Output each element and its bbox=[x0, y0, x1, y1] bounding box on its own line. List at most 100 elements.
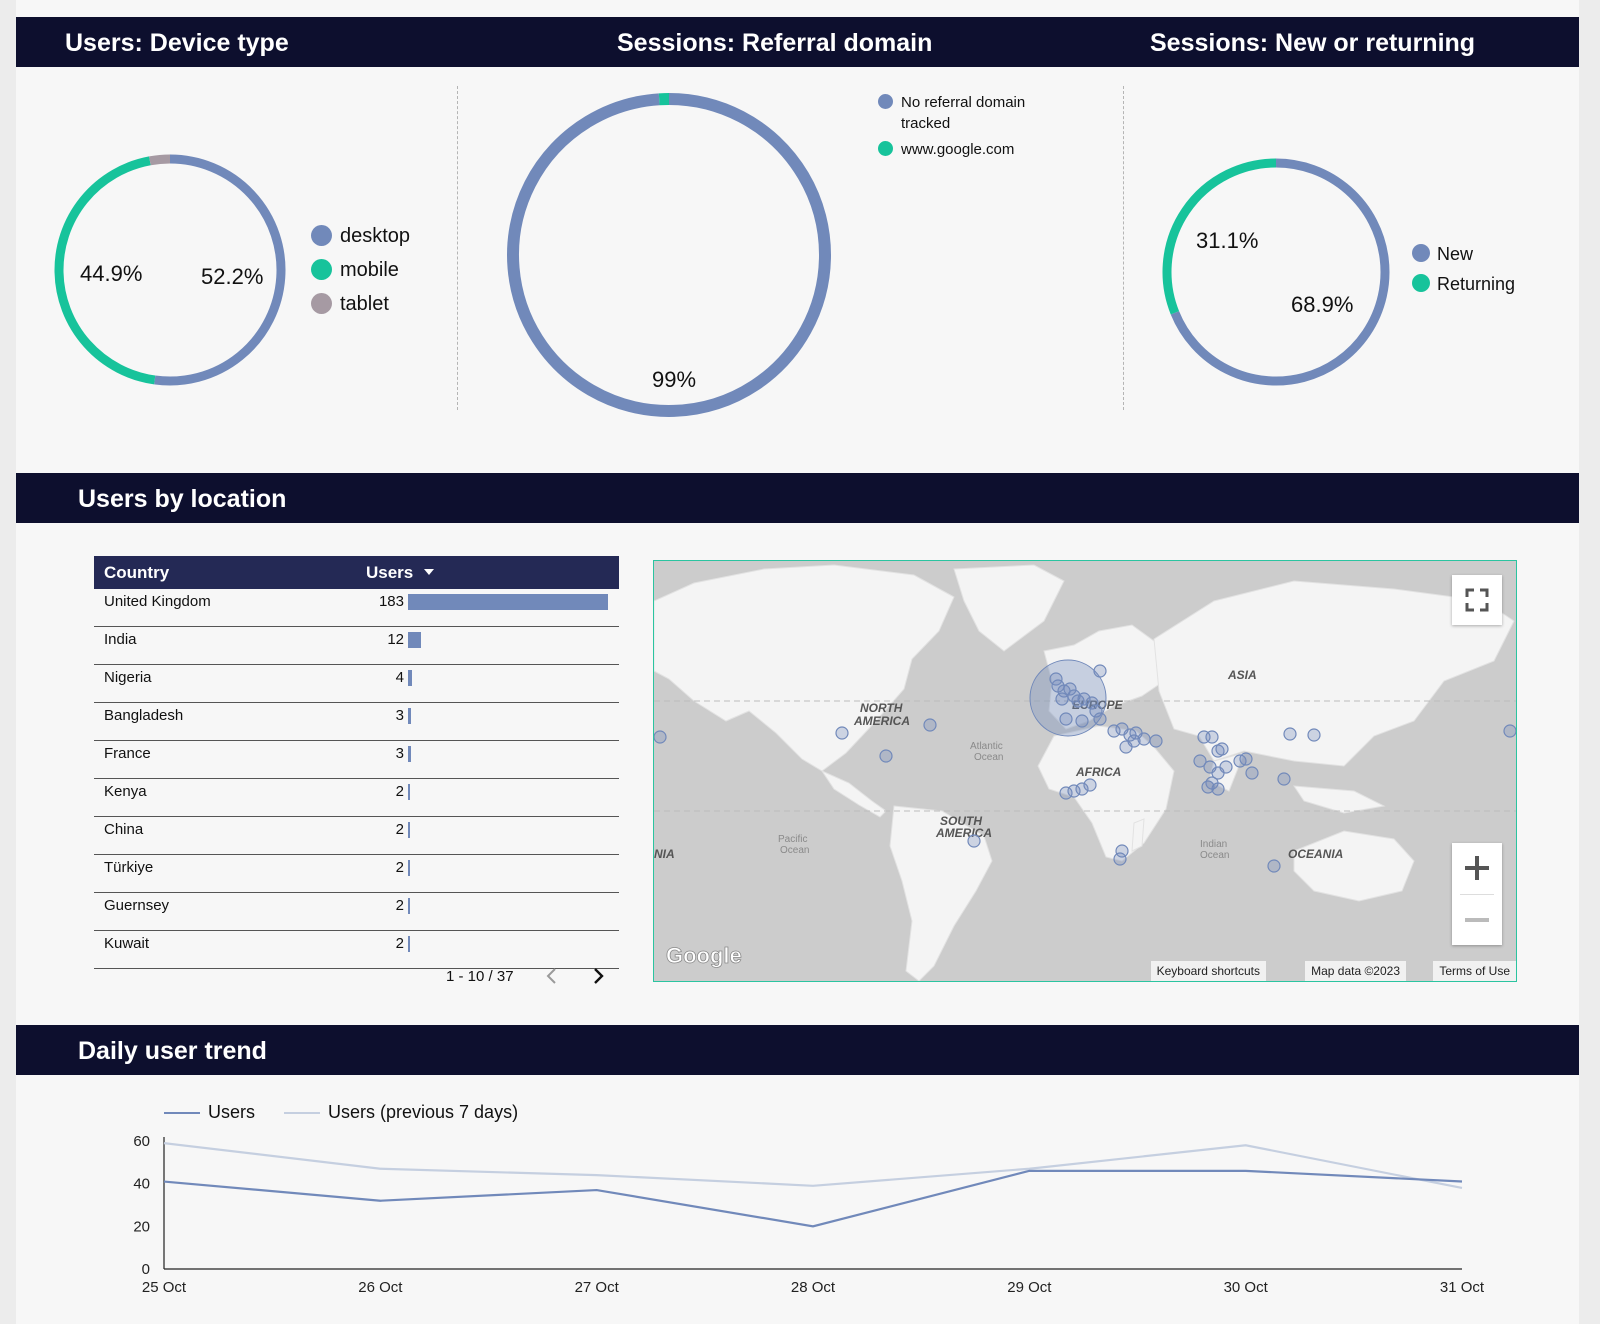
table-row[interactable]: Kenya 2 bbox=[94, 779, 619, 817]
location-marker[interactable] bbox=[1205, 730, 1219, 744]
location-marker[interactable] bbox=[1085, 696, 1099, 710]
mobile-legend-dot bbox=[311, 259, 332, 280]
table-row[interactable]: United Kingdom 183 bbox=[94, 589, 619, 627]
location-marker[interactable] bbox=[1093, 664, 1107, 678]
location-marker[interactable] bbox=[1115, 844, 1129, 858]
donut-slice-desktop[interactable] bbox=[154, 154, 286, 386]
north-america-label-2: AMERICA bbox=[853, 714, 910, 728]
table-row[interactable]: China 2 bbox=[94, 817, 619, 855]
next-page-button[interactable] bbox=[586, 964, 610, 988]
keyboard-shortcuts-link[interactable]: Keyboard shortcuts bbox=[1150, 961, 1266, 981]
legend-label: www.google.com bbox=[901, 141, 1015, 158]
legend-label: Users bbox=[208, 1102, 256, 1122]
new-pct-label: 68.9% bbox=[1291, 292, 1354, 317]
legend-mobile: mobile bbox=[311, 259, 399, 282]
location-marker[interactable] bbox=[1239, 752, 1253, 766]
location-marker[interactable] bbox=[1267, 859, 1281, 873]
landmasses bbox=[654, 564, 1515, 981]
minus-icon bbox=[1465, 918, 1489, 922]
table-row[interactable]: Nigeria 4 bbox=[94, 665, 619, 703]
location-marker[interactable] bbox=[1063, 682, 1077, 696]
desktop-pct-label: 52.2% bbox=[201, 264, 264, 289]
table-row[interactable]: Guernsey 2 bbox=[94, 893, 619, 931]
table-row[interactable]: Türkiye 2 bbox=[94, 855, 619, 893]
location-marker[interactable] bbox=[1089, 704, 1103, 718]
series-line-users-previous-7-days-[interactable] bbox=[163, 1142, 1463, 1190]
location-marker[interactable] bbox=[1059, 712, 1073, 726]
location-marker[interactable] bbox=[1113, 852, 1127, 866]
location-marker[interactable] bbox=[1215, 742, 1229, 756]
donut-slice-tablet[interactable] bbox=[149, 154, 171, 166]
zoom-control bbox=[1452, 843, 1502, 945]
legend-label: mobile bbox=[340, 259, 399, 281]
location-marker[interactable] bbox=[1283, 727, 1297, 741]
location-marker[interactable] bbox=[1211, 782, 1225, 796]
edge-label: NIA bbox=[654, 847, 675, 861]
legend-desktop: desktop bbox=[311, 225, 410, 248]
location-marker[interactable] bbox=[1093, 712, 1107, 726]
location-marker[interactable] bbox=[654, 730, 667, 744]
trend-header-band: Daily user trend bbox=[16, 1025, 1579, 1075]
legend-label: No referral domain tracked bbox=[901, 92, 1025, 134]
pacific-ocean-label: Pacific bbox=[778, 834, 807, 845]
location-marker[interactable] bbox=[1075, 782, 1089, 796]
terms-of-use-link[interactable]: Terms of Use bbox=[1432, 961, 1516, 981]
zoom-divider bbox=[1460, 894, 1494, 895]
location-marker[interactable] bbox=[923, 718, 937, 732]
donut-slice-new[interactable] bbox=[1170, 158, 1390, 386]
location-marker[interactable] bbox=[1059, 786, 1073, 800]
location-marker[interactable] bbox=[1055, 692, 1069, 706]
location-marker[interactable] bbox=[1119, 740, 1133, 754]
donut-slice-no-referral-domain-tracked[interactable] bbox=[507, 93, 831, 417]
location-marker[interactable] bbox=[1149, 734, 1163, 748]
divider bbox=[1123, 86, 1124, 410]
users-bar bbox=[408, 632, 422, 648]
atlantic-ocean-label-2: Ocean bbox=[974, 752, 1003, 763]
location-marker[interactable] bbox=[835, 726, 849, 740]
table-row[interactable]: India 12 bbox=[94, 627, 619, 665]
donut-slice-mobile[interactable] bbox=[54, 156, 156, 385]
location-marker[interactable] bbox=[1107, 724, 1121, 738]
donut-slice-returning[interactable] bbox=[1162, 158, 1277, 315]
users-cell: 2 bbox=[395, 897, 404, 914]
location-marker[interactable] bbox=[967, 834, 981, 848]
sort-desc-icon[interactable] bbox=[424, 569, 434, 575]
zoom-out-button[interactable] bbox=[1452, 895, 1502, 945]
location-marker[interactable] bbox=[1193, 754, 1207, 768]
table-row[interactable]: Kuwait 2 bbox=[94, 931, 619, 969]
legend-label: tablet bbox=[340, 293, 389, 315]
x-tick-label: 27 Oct bbox=[575, 1279, 620, 1296]
users-location-map[interactable]: NORTH AMERICA SOUTH AMERICA EUROPE AFRIC… bbox=[653, 560, 1517, 982]
location-marker[interactable] bbox=[1075, 714, 1089, 728]
table-row[interactable]: France 3 bbox=[94, 741, 619, 779]
country-cell: Guernsey bbox=[104, 897, 170, 914]
trend-section-title: Daily user trend bbox=[78, 1037, 267, 1065]
location-marker[interactable] bbox=[1137, 732, 1151, 746]
zoom-in-button[interactable] bbox=[1452, 843, 1502, 893]
fullscreen-button[interactable] bbox=[1452, 575, 1502, 625]
location-marker[interactable] bbox=[879, 749, 893, 763]
location-marker[interactable] bbox=[1049, 672, 1063, 686]
users-column-header[interactable]: Users bbox=[366, 563, 414, 582]
location-marker[interactable] bbox=[1277, 772, 1291, 786]
series-line-users[interactable] bbox=[163, 1169, 1463, 1228]
location-marker[interactable] bbox=[1219, 760, 1233, 774]
world-map[interactable]: NORTH AMERICA SOUTH AMERICA EUROPE AFRIC… bbox=[654, 561, 1516, 981]
location-marker[interactable] bbox=[1077, 692, 1091, 706]
location-marker[interactable] bbox=[1067, 784, 1081, 798]
x-tick-label: 31 Oct bbox=[1440, 1279, 1485, 1296]
location-marker[interactable] bbox=[1307, 728, 1321, 742]
x-tick-label: 26 Oct bbox=[358, 1279, 403, 1296]
tablet-legend-dot bbox=[311, 293, 332, 314]
country-column-header[interactable]: Country bbox=[104, 563, 170, 582]
location-marker[interactable] bbox=[1201, 780, 1215, 794]
location-marker[interactable] bbox=[1245, 766, 1259, 780]
users-bar bbox=[408, 822, 411, 838]
location-marker[interactable] bbox=[1083, 778, 1097, 792]
location-marker[interactable] bbox=[1503, 724, 1516, 738]
prev-page-button[interactable] bbox=[540, 964, 564, 988]
newret-chart-title: Sessions: New or returning bbox=[1150, 29, 1476, 57]
location-section-title: Users by location bbox=[78, 485, 287, 513]
country-cell: Kuwait bbox=[104, 935, 150, 952]
table-row[interactable]: Bangladesh 3 bbox=[94, 703, 619, 741]
